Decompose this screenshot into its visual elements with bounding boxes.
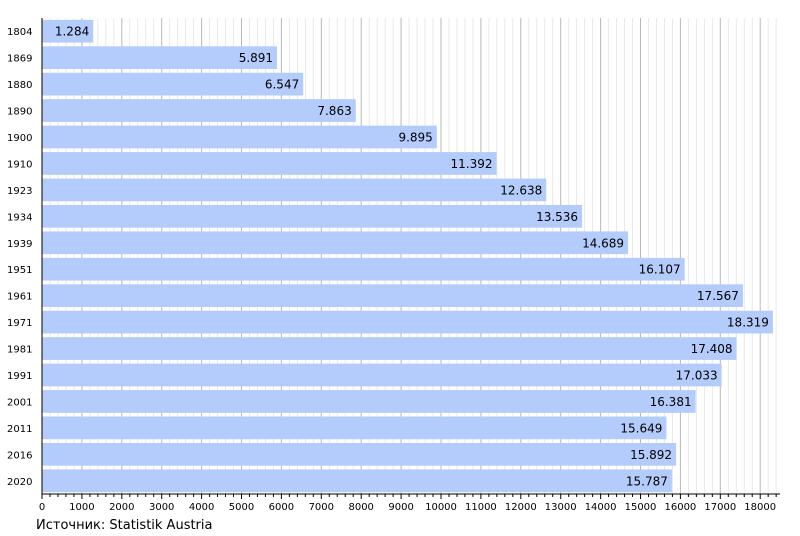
x-tick-label: 18000 [744, 502, 776, 513]
bar-value-label: 5.891 [239, 51, 273, 65]
bar-value-label: 17.567 [697, 289, 739, 303]
x-tick-label: 14000 [585, 502, 617, 513]
x-tick-label: 16000 [664, 502, 696, 513]
x-tick-label: 12000 [505, 502, 537, 513]
x-tick-label: 10000 [425, 502, 457, 513]
bar-1910 [42, 152, 497, 175]
source-note: Источник: Statistik Austria [36, 518, 213, 533]
x-tick-label: 1000 [69, 502, 94, 513]
bar-1934 [42, 204, 583, 228]
category-label: 1961 [7, 292, 32, 303]
category-label: 1991 [7, 371, 32, 382]
bar-value-label: 16.107 [639, 263, 681, 277]
x-tick-label: 4000 [189, 502, 214, 513]
category-label: 1971 [7, 318, 32, 329]
bar-value-label: 15.649 [620, 421, 662, 435]
x-tick-label: 3000 [149, 502, 174, 513]
bar-1804 [42, 19, 94, 43]
category-label: 1939 [7, 239, 32, 250]
bar-1890 [42, 99, 356, 122]
bar-value-label: 15.787 [626, 474, 668, 488]
bar-2020 [42, 469, 672, 493]
x-tick-label: 9000 [388, 502, 413, 513]
category-label: 1900 [7, 133, 32, 144]
bar-value-label: 12.638 [500, 183, 542, 197]
bar-1923 [42, 178, 547, 202]
bar-value-label: 11.392 [451, 157, 493, 171]
x-tick-label: 6000 [269, 502, 294, 513]
bar-value-label: 6.547 [265, 78, 299, 92]
bar-1951 [42, 257, 685, 281]
x-tick-label: 13000 [545, 502, 577, 513]
category-label: 1951 [7, 265, 32, 276]
category-label: 1869 [7, 54, 32, 65]
category-label: 1880 [7, 80, 32, 91]
category-label: 1981 [7, 345, 32, 356]
bar-1961 [42, 284, 743, 308]
bar-value-label: 1.284 [55, 25, 89, 39]
x-tick-label: 5000 [229, 502, 254, 513]
bar-1880 [42, 72, 304, 96]
bar-value-label: 15.892 [630, 448, 672, 462]
grid-lines [49, 18, 777, 494]
bar-value-label: 17.408 [691, 342, 733, 356]
x-tick-label: 8000 [348, 502, 373, 513]
bar-value-label: 18.319 [727, 316, 769, 330]
bar-value-label: 16.381 [650, 395, 692, 409]
x-tick-label: 7000 [309, 502, 334, 513]
category-label: 1934 [7, 212, 32, 223]
bar-2001 [42, 390, 696, 413]
bar-1869 [42, 46, 278, 70]
bar-value-label: 17.033 [676, 369, 718, 383]
x-tick-label: 11000 [465, 502, 497, 513]
category-label: 1804 [7, 27, 32, 38]
bar-2016 [42, 442, 677, 466]
x-tick-label: 15000 [625, 502, 657, 513]
x-tick-label: 17000 [704, 502, 736, 513]
category-label: 2020 [7, 477, 32, 488]
bar-2011 [42, 416, 667, 440]
category-label: 2001 [7, 397, 32, 408]
bar-1971 [42, 310, 773, 334]
category-label: 1910 [7, 159, 32, 170]
bar-1939 [42, 231, 629, 255]
category-label: 1923 [7, 186, 32, 197]
bar-value-label: 9.895 [398, 131, 432, 145]
bar-value-label: 13.536 [536, 210, 578, 224]
bar-value-label: 14.689 [582, 236, 624, 250]
bar-1900 [42, 125, 437, 149]
category-label: 2016 [7, 450, 32, 461]
bar-1981 [42, 337, 737, 360]
category-label: 2011 [7, 424, 32, 435]
category-label: 1890 [7, 107, 32, 118]
bar-value-label: 7.863 [317, 104, 351, 118]
x-tick-label: 2000 [109, 502, 134, 513]
bar-1991 [42, 363, 722, 387]
x-tick-label: 0 [39, 502, 45, 513]
